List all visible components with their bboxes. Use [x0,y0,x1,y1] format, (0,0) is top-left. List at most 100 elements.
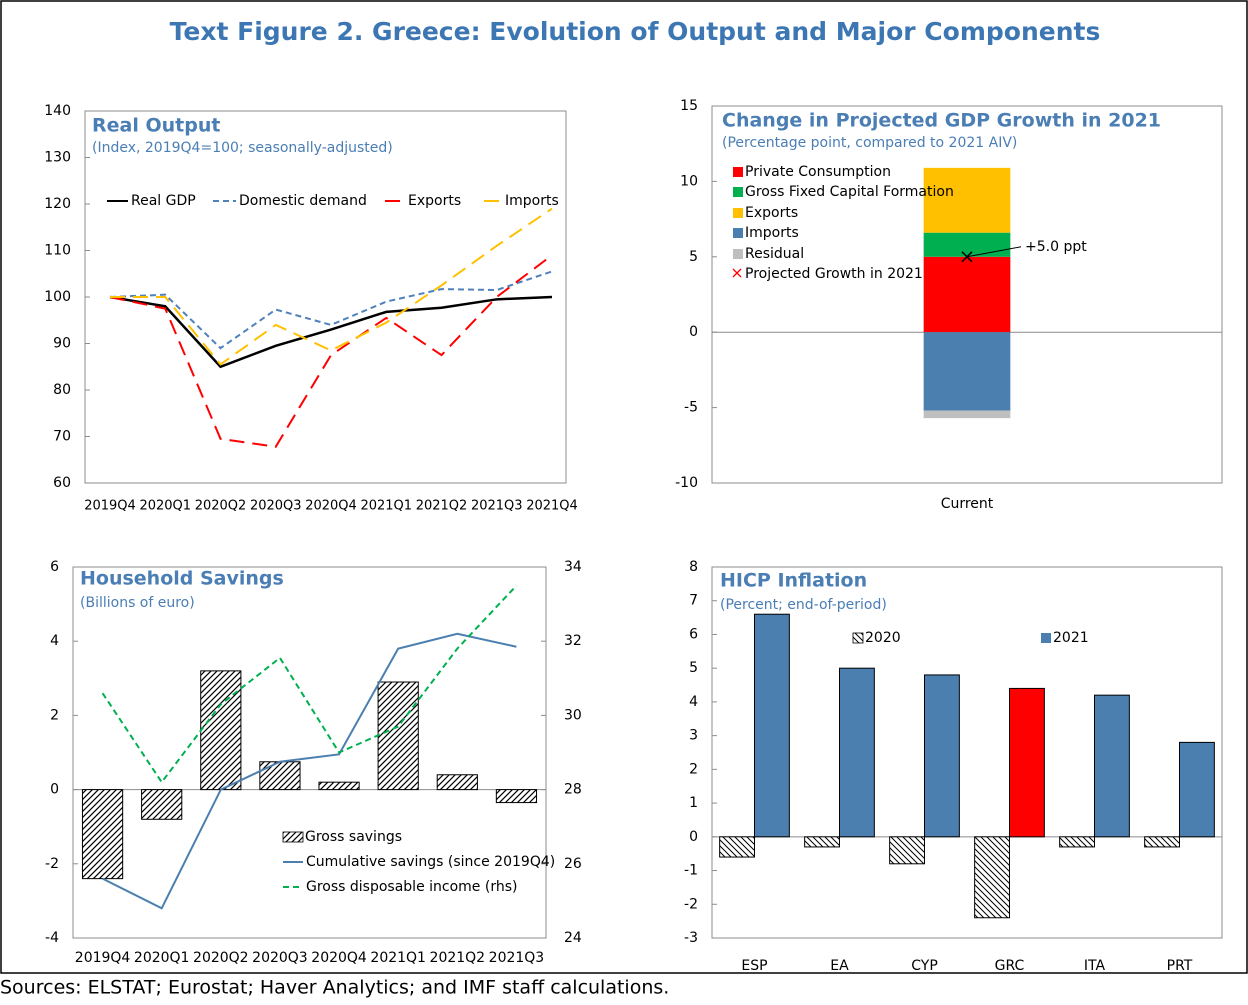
chart-subtitle: (Percent; end-of-period) [720,597,887,613]
y-tick-label: 0 [50,782,59,798]
y-tick-label: -10 [675,475,698,491]
y-tick-label: 15 [680,98,698,114]
data-line [109,270,553,350]
legend-label: Imports [505,193,559,209]
bar-segment [923,167,1011,233]
data-line [109,295,553,369]
x-tick-label: 2020Q3 [252,950,308,966]
bar [839,667,875,838]
chart-subtitle: (Billions of euro) [80,595,195,611]
bar [81,789,124,880]
bar [924,674,960,838]
bar [377,681,419,791]
x-tick-label: 2020Q3 [250,499,302,514]
bar [1144,836,1181,848]
legend-swatch [282,831,304,843]
y-tick-label: -5 [684,400,698,416]
x-tick-label: 2021Q3 [489,950,545,966]
y2-tick-label: 24 [564,930,582,946]
y-tick-label: 90 [53,336,71,352]
bar [1059,836,1096,848]
y2-tick-label: 26 [564,856,582,872]
y-tick-label: 8 [689,559,698,575]
bar [889,836,926,865]
legend-swatch [733,228,743,238]
bar [1094,694,1130,838]
y-tick-label: 2 [689,761,698,777]
x-tick-label: GRC [995,958,1025,974]
legend-label: Gross Fixed Capital Formation [745,184,954,200]
legend-swatch [852,632,864,644]
chart-title: Change in Projected GDP Growth in 2021 [722,110,1161,132]
y-tick-label: 4 [689,694,698,710]
legend-label: Gross disposable income (rhs) [306,879,517,895]
legend-label: 2021 [1053,630,1089,646]
legend-label: Imports [745,225,799,241]
x-tick-label: ESP [741,958,767,974]
legend-swatch [733,249,743,259]
legend-swatch [732,268,742,278]
x-tick-label: ITA [1084,958,1106,974]
bar [259,761,301,791]
legend-swatch [733,208,743,218]
figure-title: Text Figure 2. Greece: Evolution of Outp… [170,17,1101,46]
bar [318,781,360,791]
bar [1009,687,1045,838]
x-tick-label: 2021Q4 [526,499,578,514]
source-note: Sources: ELSTAT; Eurostat; Haver Analyti… [0,977,669,999]
x-tick-label: 2021Q1 [360,499,412,514]
bar [200,670,242,791]
y-tick-label: 0 [689,829,698,845]
figure-border [0,0,1248,974]
y2-tick-label: 34 [564,559,582,575]
bar [974,836,1011,919]
y-tick-label: 100 [44,289,71,305]
legend-swatch [1041,633,1051,643]
y-tick-label: 4 [50,633,59,649]
bar [1179,741,1215,838]
bar-segment [923,232,1011,257]
legend-label: Domestic demand [239,193,367,209]
y2-tick-label: 28 [564,782,582,798]
x-tick-label: 2021Q3 [471,499,523,514]
bar [719,836,756,858]
x-tick-label: 2021Q1 [370,950,426,966]
y-tick-label: 130 [44,150,71,166]
legend-label: Projected Growth in 2021 [745,266,923,282]
y-tick-label: -2 [45,856,59,872]
y-tick-label: 60 [53,475,71,491]
x-tick-label: 2019Q4 [84,499,136,514]
x-tick-label: 2020Q2 [195,499,247,514]
x-tick-label: 2020Q4 [311,950,367,966]
x-tick-label: Current [941,496,994,512]
y-tick-label: -3 [684,930,698,946]
y-tick-label: 1 [689,795,698,811]
y-tick-label: 140 [44,103,71,119]
x-tick-label: 2021Q2 [416,499,468,514]
y2-tick-label: 30 [564,707,582,723]
y-tick-label: 120 [44,196,71,212]
y-tick-label: 3 [689,728,698,744]
data-line [102,632,517,910]
y-tick-label: 6 [50,559,59,575]
plot-frame [72,566,547,939]
bar [495,789,538,804]
y-tick-label: -4 [45,930,59,946]
y-tick-label: 5 [689,249,698,265]
legend-swatch [733,167,743,177]
chart-title: Real Output [92,115,220,137]
x-tick-label: CYP [911,958,938,974]
bar-segment [923,332,1011,411]
x-tick-label: 2020Q2 [193,950,249,966]
x-tick-label: 2020Q1 [139,499,191,514]
y-tick-label: 110 [44,243,71,259]
annotation-leader [966,246,1022,258]
x-tick-label: PRT [1167,958,1193,974]
y-tick-label: -1 [684,863,698,879]
legend-label: Real GDP [131,193,196,209]
legend-label: Gross savings [305,829,402,845]
x-tick-label: EA [830,958,849,974]
y-tick-label: 80 [53,382,71,398]
data-label: +5.0 ppt [1025,239,1087,255]
